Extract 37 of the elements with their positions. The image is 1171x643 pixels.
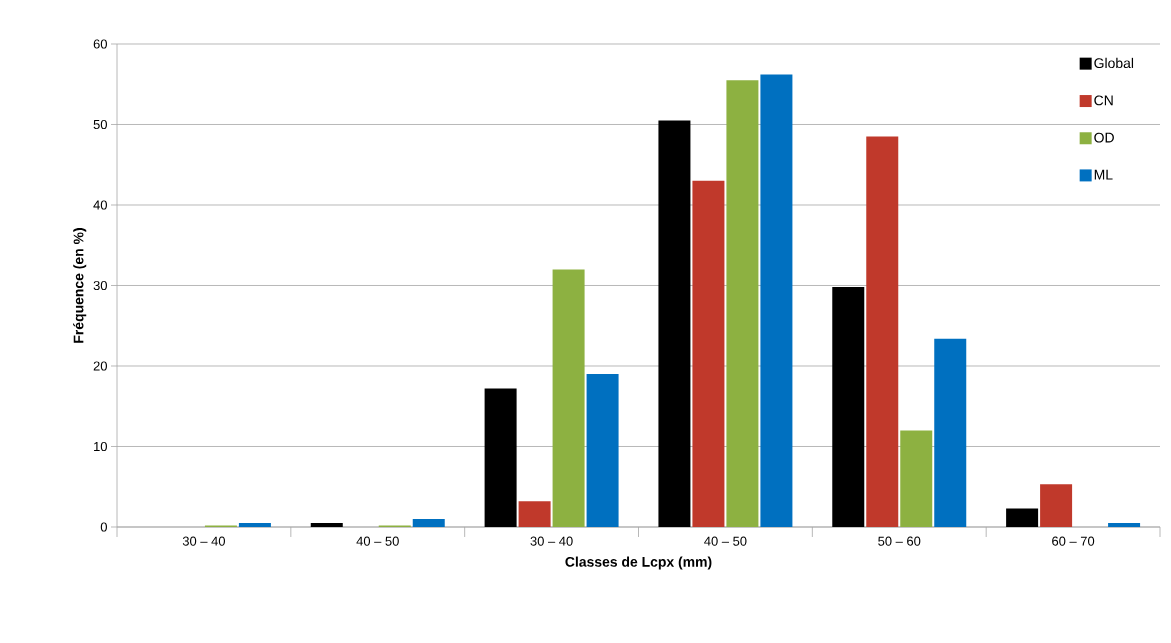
legend-label: ML — [1094, 169, 1113, 180]
bar — [832, 287, 865, 527]
bar — [1006, 508, 1039, 527]
bar — [866, 136, 899, 527]
bar — [518, 501, 551, 527]
y-tick-label: 20 — [93, 361, 107, 371]
bar — [412, 518, 445, 527]
bar — [692, 180, 725, 527]
bar — [900, 430, 933, 527]
bar — [726, 80, 759, 527]
bar — [760, 74, 793, 527]
bar — [1108, 522, 1141, 527]
bar — [552, 269, 585, 527]
y-axis-title: Fréquence (en %) — [73, 228, 87, 343]
bar — [934, 338, 967, 527]
x-tick-label: 30 – 40 — [530, 536, 573, 546]
legend-label: CN — [1094, 95, 1113, 106]
legend-label: Global — [1094, 57, 1134, 69]
y-tick-label: 10 — [94, 441, 107, 452]
x-tick-label: 60 – 70 — [1052, 536, 1095, 546]
x-tick-label: 40 – 50 — [704, 536, 747, 546]
bar — [658, 120, 691, 527]
bar — [1040, 484, 1073, 527]
y-tick-label: 30 — [93, 280, 107, 291]
bar — [238, 522, 271, 527]
y-tick-label: 0 — [100, 522, 107, 532]
bar — [586, 374, 619, 527]
y-tick-label: 50 — [93, 119, 107, 130]
legend-label: OD — [1094, 132, 1114, 143]
bar — [484, 388, 517, 527]
y-tick-label: 60 — [93, 39, 107, 49]
x-tick-label: 40 – 50 — [356, 536, 399, 546]
bar — [310, 522, 343, 527]
y-tick-label: 40 — [93, 200, 107, 210]
x-tick-label: 30 – 40 — [182, 536, 226, 546]
x-tick-label: 50 – 60 — [878, 536, 921, 546]
x-axis-title: Classes de Lcpx (mm) — [565, 556, 712, 570]
